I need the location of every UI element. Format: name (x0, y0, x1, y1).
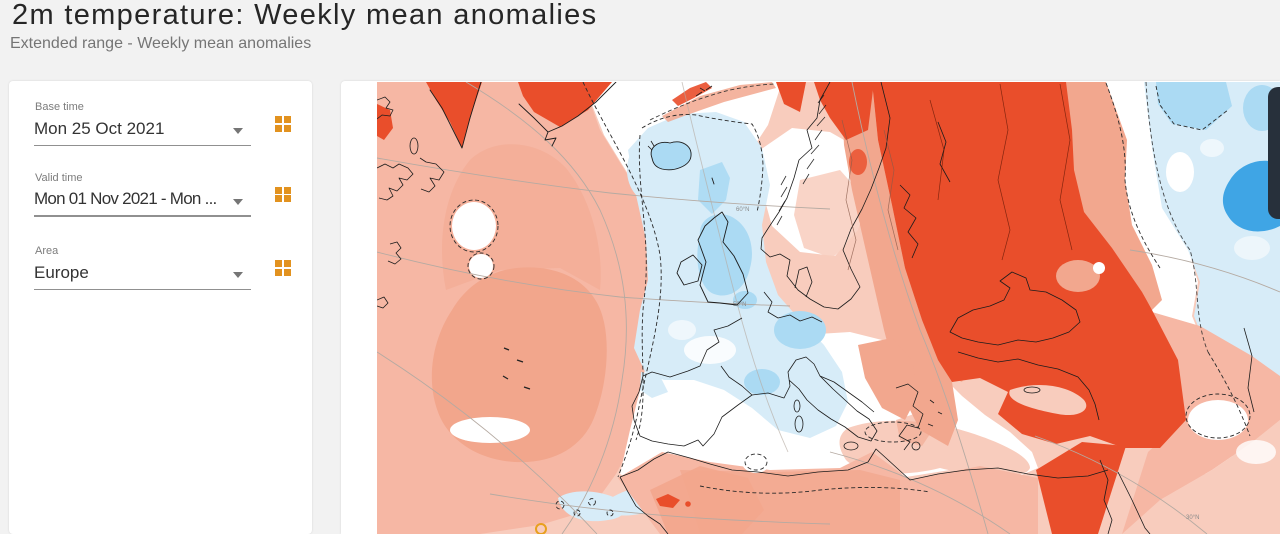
svg-text:30°N: 30°N (1186, 515, 1199, 521)
svg-text:60°N: 60°N (736, 207, 749, 213)
svg-text:50°N: 50°N (733, 302, 746, 308)
